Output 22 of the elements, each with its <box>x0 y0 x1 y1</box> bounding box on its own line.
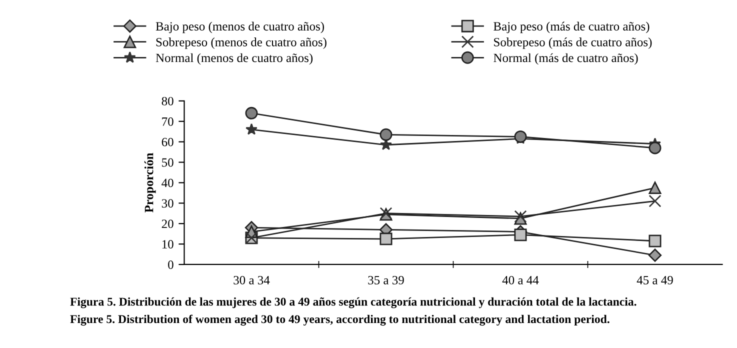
y-tick-label: 10 <box>162 240 174 248</box>
y-tick-label: 30 <box>162 199 174 208</box>
legend-label: Normal (más de cuatro años) <box>494 53 638 65</box>
x-tick-label: 30 a 34 <box>234 276 270 284</box>
y-tick-label: 20 <box>162 220 174 228</box>
y-tick-label: 0 <box>168 260 174 269</box>
text: Figura 5. Distribución de las mujeres de 30 a 49 años según categoría nutricional y duración total de la lactancia. <box>70 297 636 308</box>
legend-label: Sobrepeso (más de cuatro años) <box>494 38 652 49</box>
y-tick-label: 60 <box>162 138 174 146</box>
y-axis-title: Proporción <box>144 152 156 212</box>
x-tick-label: 40 a 44 <box>502 276 539 284</box>
y-tick-label: 40 <box>162 178 174 188</box>
legend-label: Bajo peso (más de cuatro años) <box>494 22 650 34</box>
y-tick-label: 70 <box>162 117 174 126</box>
legend-label: Sobrepeso (menos de cuatro años) <box>156 38 326 49</box>
x-tick-label: 45 a 49 <box>636 276 673 284</box>
legend-label: Normal (menos de cuatro años) <box>156 53 313 65</box>
x-tick-label: 35 a 39 <box>368 276 404 284</box>
y-tick-label: 80 <box>162 96 174 106</box>
legend-label: Bajo peso (menos de cuatro años) <box>156 22 324 34</box>
y-tick-label: 50 <box>162 158 174 167</box>
caption: Figure 5. Distribution of women aged 30 to 49 years, according to nutritional category and lactation period. <box>70 314 610 326</box>
